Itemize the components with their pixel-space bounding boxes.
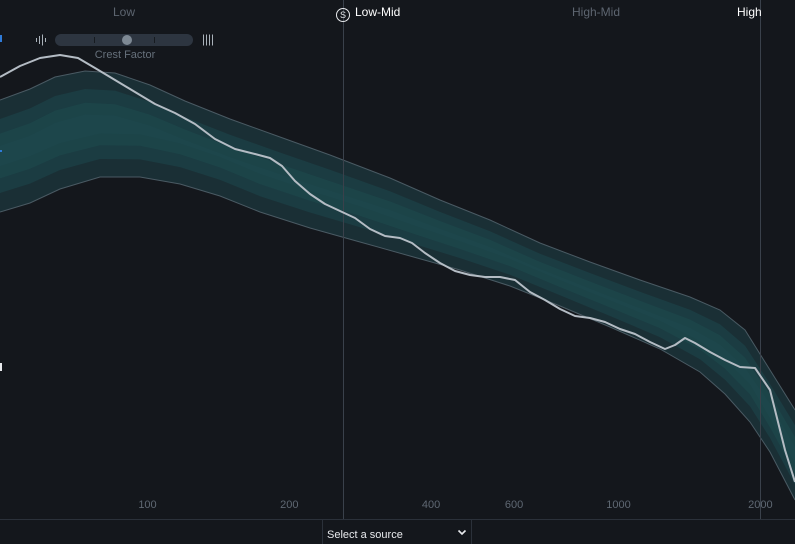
- crest-factor-label: Crest Factor: [94, 49, 156, 61]
- slider-tick: [94, 37, 95, 43]
- frequency-tick-label: 200: [280, 499, 298, 511]
- spectrum-display: 40100200400600100020004000600010000: [0, 0, 795, 520]
- dynamic-waveform-icon[interactable]: [202, 34, 214, 46]
- band-dividers: [343, 0, 761, 520]
- frequency-tick-label: 100: [138, 499, 156, 511]
- band-label-low[interactable]: Low: [113, 5, 136, 19]
- frequency-tick-label: 400: [422, 499, 440, 511]
- spectrum-curve: [0, 54, 795, 483]
- frequency-axis: 40100200400600100020004000600010000: [138, 499, 772, 511]
- band-layer: [0, 70, 795, 411]
- edge-marker-top: [0, 35, 2, 42]
- band-label-high[interactable]: High: [737, 5, 762, 19]
- edge-marker-mid: [0, 150, 2, 152]
- band-layer: [0, 89, 795, 485]
- crest-factor-slider-thumb[interactable]: [121, 35, 132, 45]
- target-range-band: [0, 70, 795, 501]
- source-select[interactable]: Select a source: [322, 520, 472, 544]
- frequency-tick-label: 600: [505, 499, 523, 511]
- band-layer: [0, 176, 795, 501]
- frequency-tick-label: 1000: [606, 499, 630, 511]
- band-label-high-mid[interactable]: High-Mid: [572, 5, 621, 19]
- band-layer: [0, 71, 795, 500]
- chevron-down-icon: [457, 529, 467, 536]
- edge-marker-bottom: [0, 363, 2, 371]
- crest-factor-slider[interactable]: [55, 34, 193, 46]
- footer-bar: Select a source: [0, 519, 795, 544]
- source-select-value: Select a source: [327, 529, 403, 541]
- compressed-waveform-icon[interactable]: [35, 34, 47, 46]
- frequency-tick-label: 2000: [748, 499, 772, 511]
- solo-icon[interactable]: S: [336, 8, 350, 22]
- band-label-low-mid[interactable]: S Low-Mid: [336, 4, 400, 22]
- band-layer: [0, 102, 795, 474]
- slider-tick: [154, 37, 155, 43]
